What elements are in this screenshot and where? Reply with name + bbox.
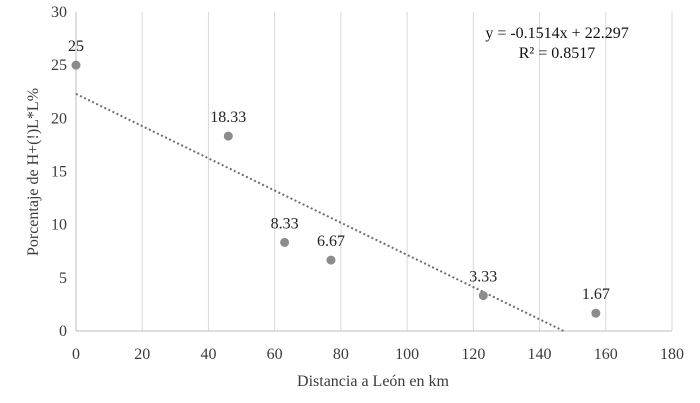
y-tick-label: 10 xyxy=(51,217,67,234)
x-tick-label: 40 xyxy=(200,346,216,363)
data-label: 8.33 xyxy=(271,215,299,232)
x-tick-label: 80 xyxy=(333,346,349,363)
x-tick-label: 60 xyxy=(267,346,283,363)
x-tick-label: 160 xyxy=(594,346,618,363)
grid-lines xyxy=(141,12,673,331)
x-tick-label: 100 xyxy=(395,346,419,363)
x-tick-label: 120 xyxy=(461,346,485,363)
data-label: 25 xyxy=(68,38,84,55)
data-label: 18.33 xyxy=(210,109,246,126)
data-point xyxy=(223,131,233,141)
data-points xyxy=(71,60,601,318)
data-label: 6.67 xyxy=(317,233,345,250)
y-tick-label: 15 xyxy=(51,164,67,181)
x-axis-title: Distancia a León en km xyxy=(297,373,450,390)
y-tick-label: 20 xyxy=(51,110,67,127)
data-label: 1.67 xyxy=(582,286,610,303)
data-labels: 25 18.33 8.33 6.67 3.33 1.67 xyxy=(68,38,610,303)
data-point xyxy=(326,255,336,265)
data-point xyxy=(591,308,601,318)
trendline xyxy=(75,93,565,332)
data-label: 3.33 xyxy=(469,269,497,286)
y-tick-label: 30 xyxy=(51,4,67,21)
data-point xyxy=(71,60,81,70)
x-tick-label: 180 xyxy=(660,346,684,363)
trendline-r-squared: R² = 0.8517 xyxy=(519,45,596,62)
data-point xyxy=(478,291,488,301)
x-tick-label: 140 xyxy=(528,346,552,363)
y-tick-label: 5 xyxy=(59,270,67,287)
x-tick-label: 20 xyxy=(134,346,150,363)
trendline-equation: y = -0.1514x + 22.297 xyxy=(485,25,628,42)
y-axis-title: Porcentaje de H+(!)L*L% xyxy=(25,88,42,256)
y-tick-labels: 0 5 10 15 20 25 30 xyxy=(51,4,67,340)
x-tick-labels: 0 20 40 60 80 100 120 140 160 180 xyxy=(72,346,684,363)
y-tick-label: 25 xyxy=(51,57,67,74)
trendline-group xyxy=(75,93,565,332)
data-point xyxy=(280,237,290,247)
x-tick-label: 0 xyxy=(72,346,80,363)
y-tick-label: 0 xyxy=(59,323,67,340)
